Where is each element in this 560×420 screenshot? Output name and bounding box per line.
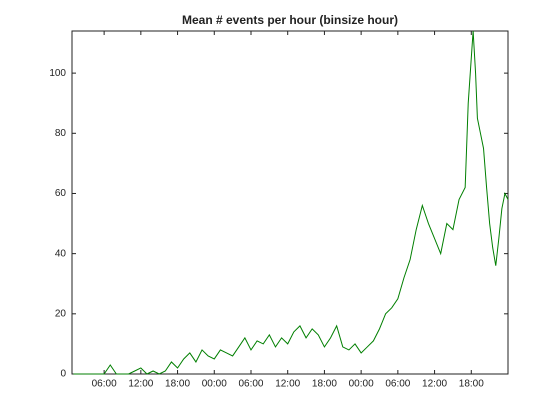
y-tick-label: 40 [55,248,67,259]
x-tick-label: 06:00 [92,379,117,390]
data-line [73,30,509,375]
x-tick-label: 12:00 [128,379,153,390]
y-tick-label: 100 [49,68,66,79]
y-tick-label: 60 [55,188,67,199]
x-tick-label: 12:00 [275,379,300,390]
x-tick-label: 12:00 [422,379,447,390]
x-tick-label: 00:00 [349,379,374,390]
x-tick-label: 18:00 [165,379,190,390]
x-tick-label: 18:00 [312,379,337,390]
x-tick-label: 18:00 [459,379,484,390]
chart-title: Mean # events per hour (binsize hour) [182,13,398,27]
x-tick-label: 00:00 [202,379,227,390]
y-tick-label: 0 [60,369,66,380]
x-tick-label: 06:00 [385,379,410,390]
plot-frame [71,30,509,375]
y-tick-label: 20 [55,308,67,319]
x-tick-label: 06:00 [238,379,263,390]
y-tick-label: 80 [55,128,67,139]
